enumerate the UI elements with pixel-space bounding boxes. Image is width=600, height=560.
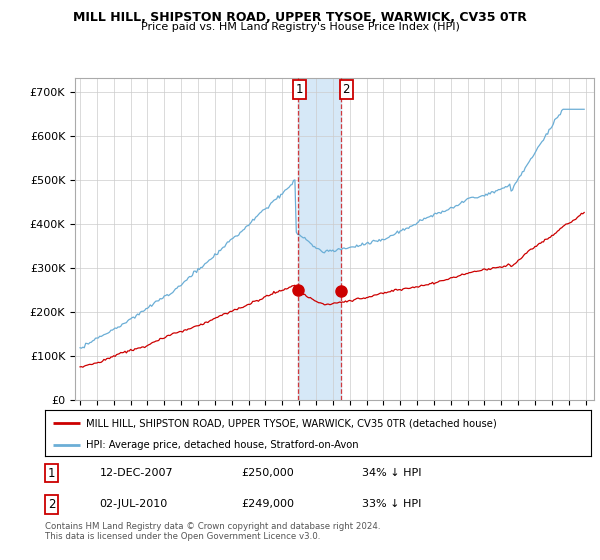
Text: MILL HILL, SHIPSTON ROAD, UPPER TYSOE, WARWICK, CV35 0TR (detached house): MILL HILL, SHIPSTON ROAD, UPPER TYSOE, W…	[86, 418, 497, 428]
Text: 12-DEC-2007: 12-DEC-2007	[100, 468, 173, 478]
Text: 33% ↓ HPI: 33% ↓ HPI	[362, 499, 421, 509]
Text: £250,000: £250,000	[242, 468, 295, 478]
Text: 02-JUL-2010: 02-JUL-2010	[100, 499, 168, 509]
Text: 34% ↓ HPI: 34% ↓ HPI	[362, 468, 421, 478]
Text: Price paid vs. HM Land Registry's House Price Index (HPI): Price paid vs. HM Land Registry's House …	[140, 22, 460, 32]
Text: Contains HM Land Registry data © Crown copyright and database right 2024.
This d: Contains HM Land Registry data © Crown c…	[45, 522, 380, 542]
Text: 1: 1	[295, 83, 303, 96]
Text: £249,000: £249,000	[242, 499, 295, 509]
Text: HPI: Average price, detached house, Stratford-on-Avon: HPI: Average price, detached house, Stra…	[86, 440, 359, 450]
Text: 2: 2	[48, 498, 55, 511]
Bar	[298, 78, 341, 400]
Text: MILL HILL, SHIPSTON ROAD, UPPER TYSOE, WARWICK, CV35 0TR: MILL HILL, SHIPSTON ROAD, UPPER TYSOE, W…	[73, 11, 527, 24]
Text: 1: 1	[48, 466, 55, 479]
Text: 2: 2	[343, 83, 350, 96]
